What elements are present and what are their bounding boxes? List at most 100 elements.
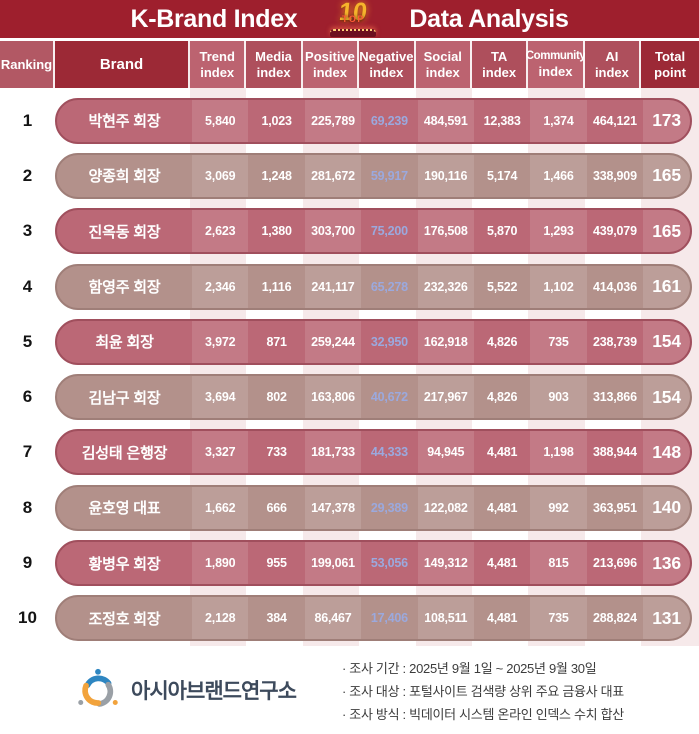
cell-positive-index: 147,378 <box>304 486 362 529</box>
cell-ai-index: 313,866 <box>593 390 637 405</box>
cell-negative-index: 69,239 <box>370 113 408 128</box>
rank-value: 7 <box>22 442 33 462</box>
cell-community-index: 1,374 <box>530 99 587 142</box>
brand-name: 김남구 회장 <box>88 389 161 407</box>
table-header: Ranking Brand Trend index Media index Posi… <box>0 41 699 88</box>
trophy-podium <box>330 29 377 37</box>
table-row: 8 윤호영 대표 1,662 666 147,378 29,389 122,08… <box>0 480 699 535</box>
cell-media-index: 871 <box>266 334 287 349</box>
cell-ta-index: 4,481 <box>487 556 518 571</box>
title-right: Data Analysis <box>409 4 569 33</box>
cell-community-index: 903 <box>530 376 587 419</box>
cell-social-index: 122,082 <box>417 486 474 529</box>
title-left: K-Brand Index <box>130 4 298 33</box>
cell-social-index: 108,511 <box>417 597 474 640</box>
cell-ai-index: 388,944 <box>593 445 637 460</box>
cell-media-index: 1,380 <box>261 224 292 239</box>
cell-trend-index: 5,840 <box>192 99 249 142</box>
cell-negative-index: 29,389 <box>370 500 408 515</box>
title-bar: K-Brand Index 10 TOP Data Analysis <box>0 0 699 38</box>
cell-media-index: 802 <box>266 390 287 405</box>
cell-trend-index: 3,972 <box>192 320 249 363</box>
cell-negative-index: 59,917 <box>370 168 408 183</box>
brand-pill: 김성태 은행장 3,327 733 181,733 44,333 94,945 … <box>55 429 692 476</box>
cell-ai-index: 414,036 <box>593 279 637 294</box>
cell-positive-index: 241,117 <box>304 265 362 308</box>
table-row: 10 조정호 회장 2,128 384 86,467 17,406 108,51… <box>0 591 699 646</box>
cell-total-point: 165 <box>643 154 690 197</box>
cell-community-index: 815 <box>530 542 587 585</box>
cell-social-index: 176,508 <box>417 210 474 253</box>
cell-positive-index: 181,733 <box>304 431 362 474</box>
cell-trend-index: 2,128 <box>192 597 249 640</box>
header-cell-brand: Brand <box>55 41 190 88</box>
brand-pill: 김남구 회장 3,694 802 163,806 40,672 217,967 … <box>55 374 692 421</box>
cell-positive-index: 303,700 <box>304 210 362 253</box>
survey-method: · 조사 방식 : 빅데이터 시스템 온라인 인덱스 수치 합산 <box>341 706 624 722</box>
cell-ta-index: 5,174 <box>487 168 518 183</box>
table-row: 4 함영주 회장 2,346 1,116 241,117 65,278 232,… <box>0 259 699 314</box>
org-name: 아시아브랜드연구소 <box>131 680 297 703</box>
cell-social-index: 484,591 <box>417 99 474 142</box>
header-cell-media-index: Media index <box>246 41 303 88</box>
cell-ai-index: 238,739 <box>593 334 637 349</box>
header-cell-ta-index: TA index <box>471 41 529 88</box>
brand-pill: 황병우 회장 1,890 955 199,061 53,056 149,312 … <box>55 540 692 587</box>
cell-ai-index: 213,696 <box>593 556 637 571</box>
cell-positive-index: 259,244 <box>304 320 362 363</box>
cell-social-index: 217,967 <box>417 376 474 419</box>
cell-community-index: 735 <box>530 320 587 363</box>
brand-name: 박현주 회장 <box>88 113 161 131</box>
brand-pill: 박현주 회장 5,840 1,023 225,789 69,239 484,59… <box>55 97 692 144</box>
cell-positive-index: 163,806 <box>304 376 362 419</box>
brand-name: 함영주 회장 <box>88 279 161 297</box>
brand-name: 황병우 회장 <box>88 555 161 573</box>
cell-ta-index: 5,522 <box>487 279 518 294</box>
cell-media-index: 384 <box>266 611 287 626</box>
cell-trend-index: 1,890 <box>192 542 249 585</box>
divider <box>0 38 699 41</box>
cell-ai-index: 464,121 <box>593 113 637 128</box>
cell-ta-index: 4,481 <box>487 611 518 626</box>
header-cell-ai-index: AI index <box>584 41 642 88</box>
cell-total-point: 140 <box>643 486 690 529</box>
cell-social-index: 232,326 <box>417 265 474 308</box>
organization: 아시아브랜드연구소 <box>75 667 297 713</box>
header-cell-social-index: Social index <box>415 41 472 88</box>
rank-value: 3 <box>22 221 33 241</box>
rank-value: 1 <box>22 110 33 130</box>
brand-name: 김성태 은행장 <box>81 444 168 462</box>
org-logo-icon <box>78 668 118 707</box>
cell-negative-index: 53,056 <box>370 556 408 571</box>
header-cell-community-index: Community index <box>526 41 586 88</box>
footer: 아시아브랜드연구소 · 조사 기간 : 2025년 9월 1일 ~ 2025년 … <box>0 646 699 734</box>
brand-name: 진옥동 회장 <box>88 223 161 241</box>
rank-value: 8 <box>22 497 33 517</box>
header-cell-trend-index: Trend index <box>190 41 247 88</box>
cell-community-index: 735 <box>530 597 587 640</box>
survey-period: · 조사 기간 : 2025년 9월 1일 ~ 2025년 9월 30일 <box>341 660 597 676</box>
cell-trend-index: 2,346 <box>192 265 249 308</box>
cell-ta-index: 4,826 <box>487 390 518 405</box>
brand-name: 최윤 회장 <box>95 334 154 352</box>
header-cell-negative-index: Negative index <box>359 41 416 88</box>
cell-trend-index: 3,327 <box>192 431 249 474</box>
table-row: 7 김성태 은행장 3,327 733 181,733 44,333 94,94… <box>0 425 699 480</box>
table-row: 6 김남구 회장 3,694 802 163,806 40,672 217,96… <box>0 369 699 424</box>
cell-positive-index: 281,672 <box>304 154 362 197</box>
cell-trend-index: 3,694 <box>192 376 249 419</box>
rank-value: 2 <box>22 165 33 185</box>
cell-ai-index: 288,824 <box>593 611 637 626</box>
cell-ai-index: 363,951 <box>593 500 637 515</box>
cell-negative-index: 32,950 <box>370 334 408 349</box>
cell-positive-index: 86,467 <box>304 597 362 640</box>
cell-media-index: 733 <box>266 445 287 460</box>
cell-total-point: 148 <box>643 431 690 474</box>
top10-trophy-icon: 10 TOP <box>321 0 385 38</box>
survey-target: · 조사 대상 : 포털사이트 검색량 상위 주요 금융사 대표 <box>341 683 624 699</box>
rank-value: 9 <box>22 553 33 573</box>
cell-total-point: 154 <box>643 376 690 419</box>
brand-pill: 조정호 회장 2,128 384 86,467 17,406 108,511 4… <box>55 595 692 642</box>
cell-trend-index: 1,662 <box>192 486 249 529</box>
